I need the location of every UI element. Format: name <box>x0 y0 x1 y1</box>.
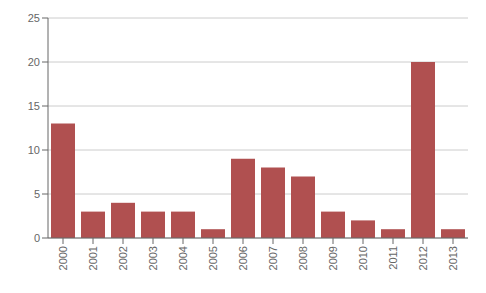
svg-text:25: 25 <box>28 12 40 24</box>
svg-text:2009: 2009 <box>327 246 339 270</box>
svg-text:2011: 2011 <box>387 246 399 270</box>
svg-text:2002: 2002 <box>117 246 129 270</box>
svg-text:15: 15 <box>28 100 40 112</box>
svg-text:0: 0 <box>34 232 40 244</box>
svg-text:5: 5 <box>34 188 40 200</box>
svg-text:2006: 2006 <box>237 246 249 270</box>
svg-text:2001: 2001 <box>87 246 99 270</box>
svg-text:2000: 2000 <box>57 246 69 270</box>
svg-text:2005: 2005 <box>207 246 219 270</box>
svg-text:2004: 2004 <box>177 246 189 270</box>
svg-text:2013: 2013 <box>447 246 459 270</box>
svg-text:20: 20 <box>28 56 40 68</box>
svg-text:2010: 2010 <box>357 246 369 270</box>
svg-text:2012: 2012 <box>417 246 429 270</box>
svg-text:2008: 2008 <box>297 246 309 270</box>
svg-text:2003: 2003 <box>147 246 159 270</box>
svg-text:10: 10 <box>28 144 40 156</box>
svg-text:2007: 2007 <box>267 246 279 270</box>
